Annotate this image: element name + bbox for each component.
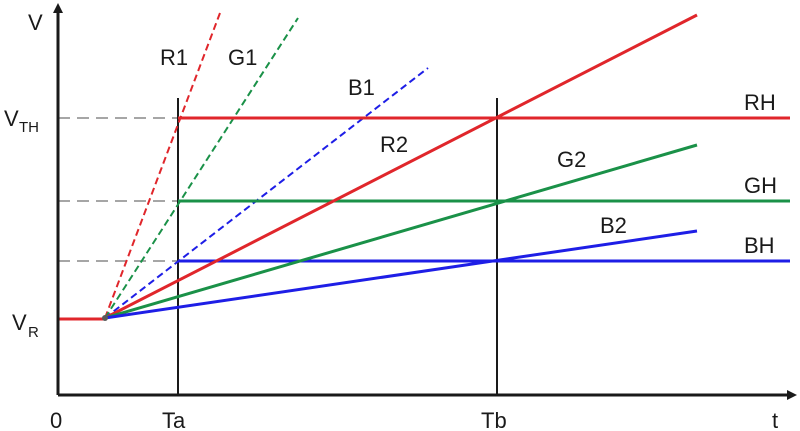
g2-line: [104, 143, 698, 320]
b1-line: [104, 67, 429, 319]
g1-label: G1: [228, 45, 257, 70]
g1-line: [104, 17, 299, 319]
tb-label: Tb: [481, 408, 507, 431]
gh-label: GH: [744, 173, 777, 198]
vr-main-label: V: [12, 310, 27, 335]
r2-line: [104, 13, 698, 320]
r1-label: R1: [160, 45, 188, 70]
bh-label: BH: [744, 233, 775, 258]
x-axis-label: t: [772, 408, 778, 431]
ramp-start-point: [102, 315, 108, 321]
vr-sub-label: R: [28, 324, 39, 341]
b2-label: B2: [600, 213, 627, 238]
b2-line: [104, 229, 698, 320]
y-axis-label: V: [28, 10, 43, 35]
vth-sub-label: TH: [19, 119, 39, 136]
vth-main-label: V: [4, 106, 19, 131]
g2-label: G2: [557, 147, 586, 172]
origin-label: 0: [50, 408, 62, 431]
b1-label: B1: [348, 75, 375, 100]
rh-label: RH: [744, 90, 776, 115]
ta-label: Ta: [162, 408, 186, 431]
r2-label: R2: [380, 132, 408, 157]
